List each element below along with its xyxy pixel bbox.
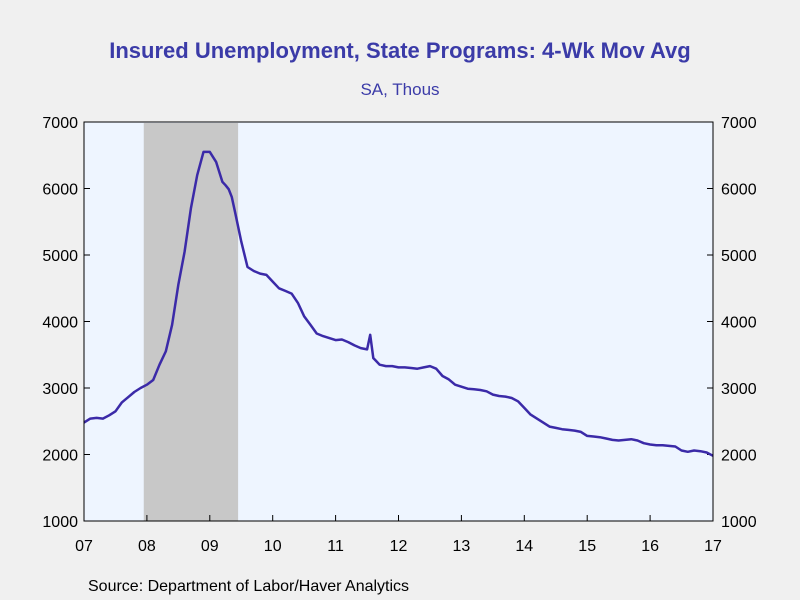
y-tick-label-right: 1000 [721,514,757,531]
y-tick-label-right: 6000 [721,182,757,199]
x-tick-label: 16 [641,538,659,555]
x-tick-label: 17 [704,538,722,555]
y-tick-label-right: 7000 [721,115,757,132]
x-tick-label: 14 [515,538,533,555]
series-line [83,150,714,457]
y-tick-label-left: 5000 [42,248,78,265]
x-tick-label: 15 [578,538,596,555]
chart-subtitle: SA, Thous [360,80,440,99]
x-axis: 07 08 09 10 11 12 13 14 15 16 17 [75,538,722,555]
y-tick-label-right: 4000 [721,315,757,332]
plot-border [83,121,714,522]
y-tick-label-right: 2000 [721,448,757,465]
y-tick-label-left: 6000 [42,182,78,199]
x-tick-label: 08 [138,538,156,555]
y-axis-right: 1000 2000 3000 4000 5000 6000 7000 [721,115,757,531]
y-tick-label-left: 3000 [42,381,78,398]
y-tick-label-left: 2000 [42,448,78,465]
source-note: Source: Department of Labor/Haver Analyt… [88,578,410,595]
y-axis-left: 1000 2000 3000 4000 5000 6000 7000 [42,115,78,531]
y-tick-label-left: 4000 [42,315,78,332]
x-tick-label: 12 [390,538,408,555]
y-tick-label-right: 3000 [721,381,757,398]
chart-title: Insured Unemployment, State Programs: 4-… [109,38,691,63]
recession-band [143,123,239,521]
x-tick-label: 07 [75,538,93,555]
x-tick-label: 10 [264,538,282,555]
y-tick-label-left: 1000 [42,514,78,531]
x-tick-label: 09 [201,538,219,555]
y-tick-label-right: 5000 [721,248,757,265]
x-tick-label: 13 [453,538,471,555]
y-tick-label-left: 7000 [42,115,78,132]
x-tick-label: 11 [327,538,344,555]
